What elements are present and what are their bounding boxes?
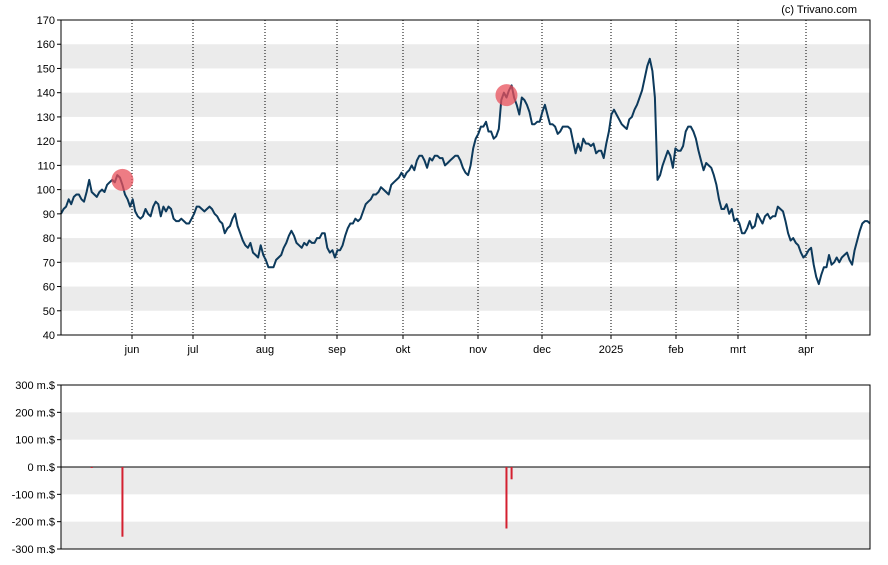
price-y-tick-label: 120 xyxy=(37,136,55,148)
price-y-tick-label: 60 xyxy=(43,282,55,294)
price-band xyxy=(61,238,870,263)
month-x-tick-label: 2025 xyxy=(599,344,623,356)
price-band xyxy=(61,44,870,69)
volume-panel-frame xyxy=(60,384,871,550)
price-y-tick-label: 140 xyxy=(37,88,55,100)
volume-band xyxy=(61,467,870,495)
month-x-tick-label: mrt xyxy=(730,344,746,356)
volume-y-tick-label: -300 m.$ xyxy=(12,544,55,556)
event-marker xyxy=(495,84,518,107)
month-x-tick-label: jul xyxy=(186,344,198,356)
volume-bar xyxy=(505,467,508,529)
price-y-tick-label: 110 xyxy=(37,160,55,172)
month-x-tick-label: jun xyxy=(124,344,140,356)
price-panel: 40 50 60 70 80 90 100 110 120 130 140 150 160 170 jun… xyxy=(37,15,871,356)
volume-panel: -300 m.$ -200 m.$ -100 m.$ 0 m.$ 100 m.$ 200 … xyxy=(12,380,871,556)
volume-bar xyxy=(90,467,93,468)
price-y-tick-label: 40 xyxy=(43,330,55,342)
volume-bar xyxy=(121,467,124,537)
month-x-tick-label: aug xyxy=(256,344,274,356)
price-panel-frame xyxy=(60,19,871,336)
price-band xyxy=(61,92,870,117)
month-x-tick-label: nov xyxy=(469,344,487,356)
month-x-tick-label: dec xyxy=(533,344,551,356)
price-band xyxy=(61,286,870,311)
price-y-tick-label: 90 xyxy=(43,209,55,221)
volume-y-tick-label: 0 m.$ xyxy=(27,462,55,474)
event-marker xyxy=(111,168,134,191)
volume-background-bands xyxy=(61,412,870,549)
price-series-line xyxy=(60,57,871,286)
volume-y-tick-label: 200 m.$ xyxy=(15,407,55,419)
event-markers xyxy=(111,84,518,191)
month-x-tick-label: okt xyxy=(396,344,411,356)
price-band xyxy=(61,141,870,166)
volume-y-tick-label: -100 m.$ xyxy=(12,489,55,501)
volume-y-axis-ticks: -300 m.$ -200 m.$ -100 m.$ 0 m.$ 100 m.$ 200 … xyxy=(12,380,61,556)
price-y-axis-ticks: 40 50 60 70 80 90 100 110 120 130 140 150 160 170 xyxy=(37,15,61,342)
volume-bars xyxy=(90,467,513,537)
volume-band xyxy=(61,412,870,440)
price-y-tick-label: 150 xyxy=(37,63,55,75)
volume-y-tick-label: 300 m.$ xyxy=(15,380,55,392)
credit-label: (c) Trivano.com xyxy=(781,4,857,16)
price-background-bands xyxy=(61,44,870,311)
volume-y-tick-label: 100 m.$ xyxy=(15,435,55,447)
month-x-axis-ticks: jun jul aug sep okt nov dec 2025 feb mrt apr xyxy=(124,335,814,356)
price-y-tick-label: 170 xyxy=(37,15,55,27)
price-y-tick-label: 130 xyxy=(37,112,55,124)
price-y-tick-label: 50 xyxy=(43,306,55,318)
price-y-tick-label: 80 xyxy=(43,233,55,245)
volume-bar xyxy=(510,467,513,480)
price-y-tick-label: 160 xyxy=(37,39,55,51)
volume-y-tick-label: -200 m.$ xyxy=(12,517,55,529)
price-band xyxy=(61,189,870,214)
month-x-tick-label: sep xyxy=(328,344,346,356)
volume-band xyxy=(61,521,870,549)
month-x-tick-label: apr xyxy=(798,344,814,356)
price-y-tick-label: 100 xyxy=(37,185,55,197)
month-x-tick-label: feb xyxy=(668,344,683,356)
price-y-tick-label: 70 xyxy=(43,257,55,269)
